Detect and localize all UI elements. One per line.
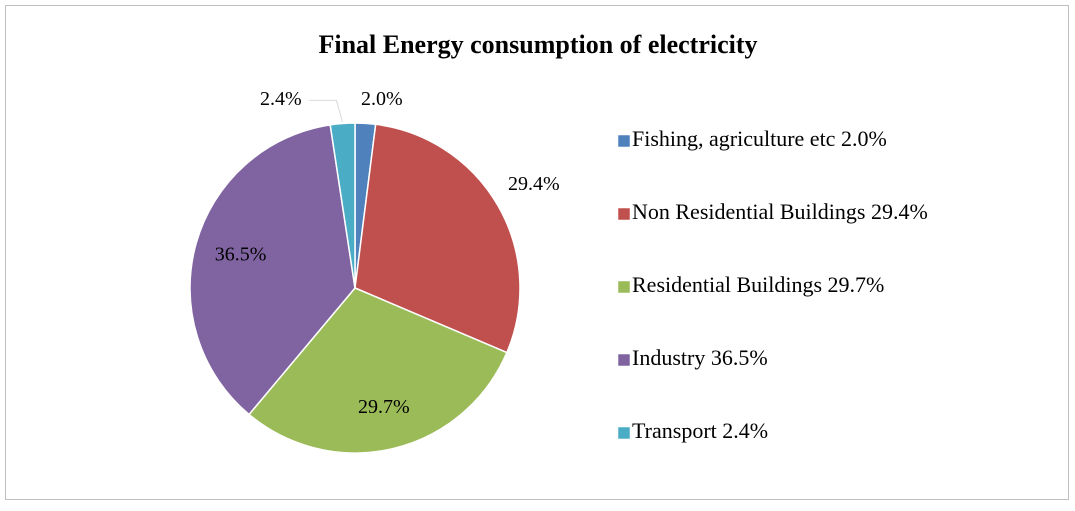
legend-swatch xyxy=(617,426,631,440)
data-label: 29.7% xyxy=(358,396,410,418)
pie-slice xyxy=(354,123,521,354)
leader-line xyxy=(308,99,343,122)
pie-slice xyxy=(329,122,356,289)
data-label: 29.4% xyxy=(508,173,560,195)
data-label: 2.0% xyxy=(361,88,403,110)
legend-swatch xyxy=(617,207,631,221)
data-label: 36.5% xyxy=(215,244,267,266)
chart-border xyxy=(5,5,1069,500)
chart-title: Final Energy consumption of electricity xyxy=(318,30,757,59)
legend-label: Industry 36.5% xyxy=(632,345,768,370)
legend-label: Fishing, agriculture etc 2.0% xyxy=(632,126,887,151)
pie-slice xyxy=(247,287,508,454)
data-label: 2.4% xyxy=(260,88,302,110)
legend-label: Transport 2.4% xyxy=(632,418,768,443)
legend-label: Non Residential Buildings 29.4% xyxy=(632,199,928,224)
legend-label: Residential Buildings 29.7% xyxy=(632,272,884,297)
pie-slice xyxy=(189,124,356,416)
legend-swatch xyxy=(617,280,631,294)
legend-swatch xyxy=(617,134,631,148)
legend-swatch xyxy=(617,353,631,367)
